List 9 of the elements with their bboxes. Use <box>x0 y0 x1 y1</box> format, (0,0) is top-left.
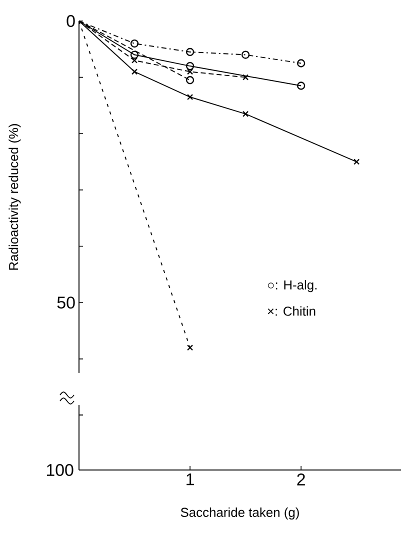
y-tick-label: 50 <box>57 296 75 309</box>
y-tick-label: 0 <box>66 15 75 27</box>
text: 100 <box>46 464 74 476</box>
annotation: ×: Chitin <box>268 306 316 316</box>
x-axis-title: Saccharide taken (g) <box>180 507 299 520</box>
y-axis-title: Radioactivity reduced (%) <box>8 124 21 270</box>
x-tick-label: 1 <box>186 474 194 486</box>
annotation: ○: H-alg. <box>268 280 317 292</box>
x-tick-label: 2 <box>297 474 305 486</box>
